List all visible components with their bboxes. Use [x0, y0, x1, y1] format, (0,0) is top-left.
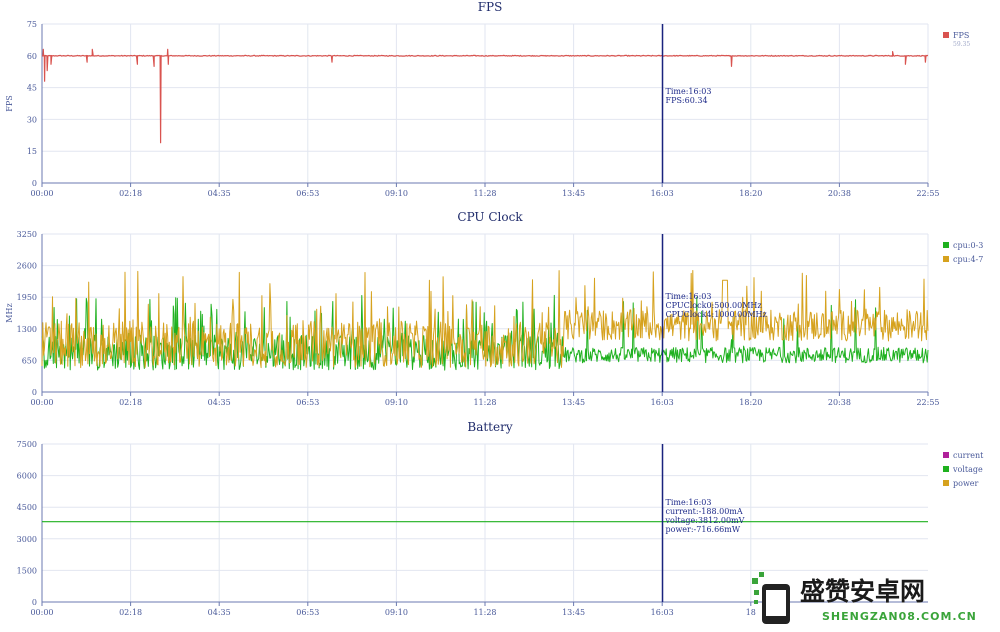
x-tick-label: 22:55: [916, 398, 939, 407]
x-tick-label: 11:28: [473, 398, 496, 407]
legend-swatch: [943, 452, 949, 458]
tooltip-time: Time:16:03: [666, 87, 712, 96]
legend-value: 59.35: [953, 41, 970, 48]
y-tick-label: 0: [32, 388, 37, 397]
x-tick-label: 11:28: [473, 189, 496, 198]
y-tick-label: 2600: [17, 262, 37, 271]
y-tick-label: 1950: [17, 293, 37, 302]
series-line-cpu-4-7: [41, 270, 929, 369]
legend-label: cpu:4-7: [953, 255, 983, 264]
y-tick-label: 15: [27, 147, 37, 156]
y-tick-label: 7500: [17, 440, 37, 449]
x-tick-label: 22:55: [916, 189, 939, 198]
x-tick-label: 16:03: [651, 398, 674, 407]
x-tick-label: 13:45: [562, 398, 585, 407]
tooltip-value: current:-188.00mA: [666, 507, 743, 516]
x-tick-label: 00:00: [30, 608, 53, 617]
x-tick-label: 02:18: [119, 608, 142, 617]
watermark-url: SHENGZAN08.COM.CN: [822, 610, 977, 623]
legend-label: FPS: [953, 31, 969, 40]
legend-label: voltage: [952, 465, 983, 474]
x-tick-label: 13:45: [562, 608, 585, 617]
x-tick-label: 04:35: [208, 398, 231, 407]
x-tick-label: 09:10: [385, 189, 408, 198]
x-tick-label: 11:28: [473, 608, 496, 617]
x-tick-label: 02:18: [119, 398, 142, 407]
tooltip-value: power:-716.66mW: [666, 525, 741, 534]
x-tick-label: 04:35: [208, 189, 231, 198]
y-axis-label: MHz: [5, 303, 14, 322]
y-tick-label: 3250: [17, 230, 37, 239]
x-tick-label: 04:35: [208, 608, 231, 617]
y-tick-label: 3000: [17, 535, 37, 544]
y-tick-label: 60: [27, 52, 37, 61]
tooltip-value: FPS:60.34: [666, 96, 708, 105]
x-tick-label: 02:18: [119, 189, 142, 198]
legend-swatch: [943, 242, 949, 248]
tooltip-value: voltage:3812.00mV: [665, 516, 745, 525]
chart-title: Battery: [467, 420, 512, 434]
x-tick-label: 18: [746, 608, 756, 617]
x-tick-label: 00:00: [30, 189, 53, 198]
x-tick-label: 09:10: [385, 608, 408, 617]
legend-label: current: [953, 451, 984, 460]
y-tick-label: 75: [27, 20, 37, 29]
y-tick-label: 6000: [17, 472, 37, 481]
x-tick-label: 20:38: [828, 189, 851, 198]
x-tick-label: 20:38: [828, 398, 851, 407]
x-tick-label: 06:53: [296, 398, 319, 407]
series-line-fps: [41, 48, 929, 144]
legend-swatch: [943, 32, 949, 38]
chart-title: CPU Clock: [457, 210, 523, 224]
phone-logo-icon: [752, 572, 790, 624]
watermark-logo: 盛赞安卓网 SHENGZAN08.COM.CN: [752, 570, 998, 628]
x-tick-label: 18:20: [739, 189, 762, 198]
y-tick-label: 650: [22, 356, 37, 365]
x-tick-label: 18:20: [739, 398, 762, 407]
y-tick-label: 0: [32, 598, 37, 607]
x-tick-label: 00:00: [30, 398, 53, 407]
tooltip-value: CPUClock4:1000.00MHz: [666, 310, 767, 319]
legend-swatch: [943, 466, 949, 472]
y-tick-label: 4500: [17, 503, 37, 512]
watermark-brand: 盛赞安卓网: [800, 577, 925, 606]
x-tick-label: 13:45: [562, 189, 585, 198]
legend-swatch: [943, 256, 949, 262]
y-tick-label: 30: [27, 115, 37, 124]
tooltip-value: CPUClock0:500.00MHz: [666, 301, 762, 310]
y-axis-label: FPS: [5, 95, 14, 111]
legend-label: power: [953, 479, 979, 488]
tooltip-time: Time:16:03: [666, 292, 712, 301]
chart-title: FPS: [478, 0, 503, 14]
y-tick-label: 1300: [17, 325, 37, 334]
legend-label: cpu:0-3: [953, 241, 983, 250]
x-tick-label: 06:53: [296, 189, 319, 198]
y-tick-label: 45: [27, 84, 37, 93]
x-tick-label: 16:03: [651, 189, 674, 198]
x-tick-label: 09:10: [385, 398, 408, 407]
x-tick-label: 06:53: [296, 608, 319, 617]
x-tick-label: 16:03: [651, 608, 674, 617]
legend-swatch: [943, 480, 949, 486]
tooltip-time: Time:16:03: [666, 498, 712, 507]
y-tick-label: 1500: [17, 566, 37, 575]
y-tick-label: 0: [32, 179, 37, 188]
